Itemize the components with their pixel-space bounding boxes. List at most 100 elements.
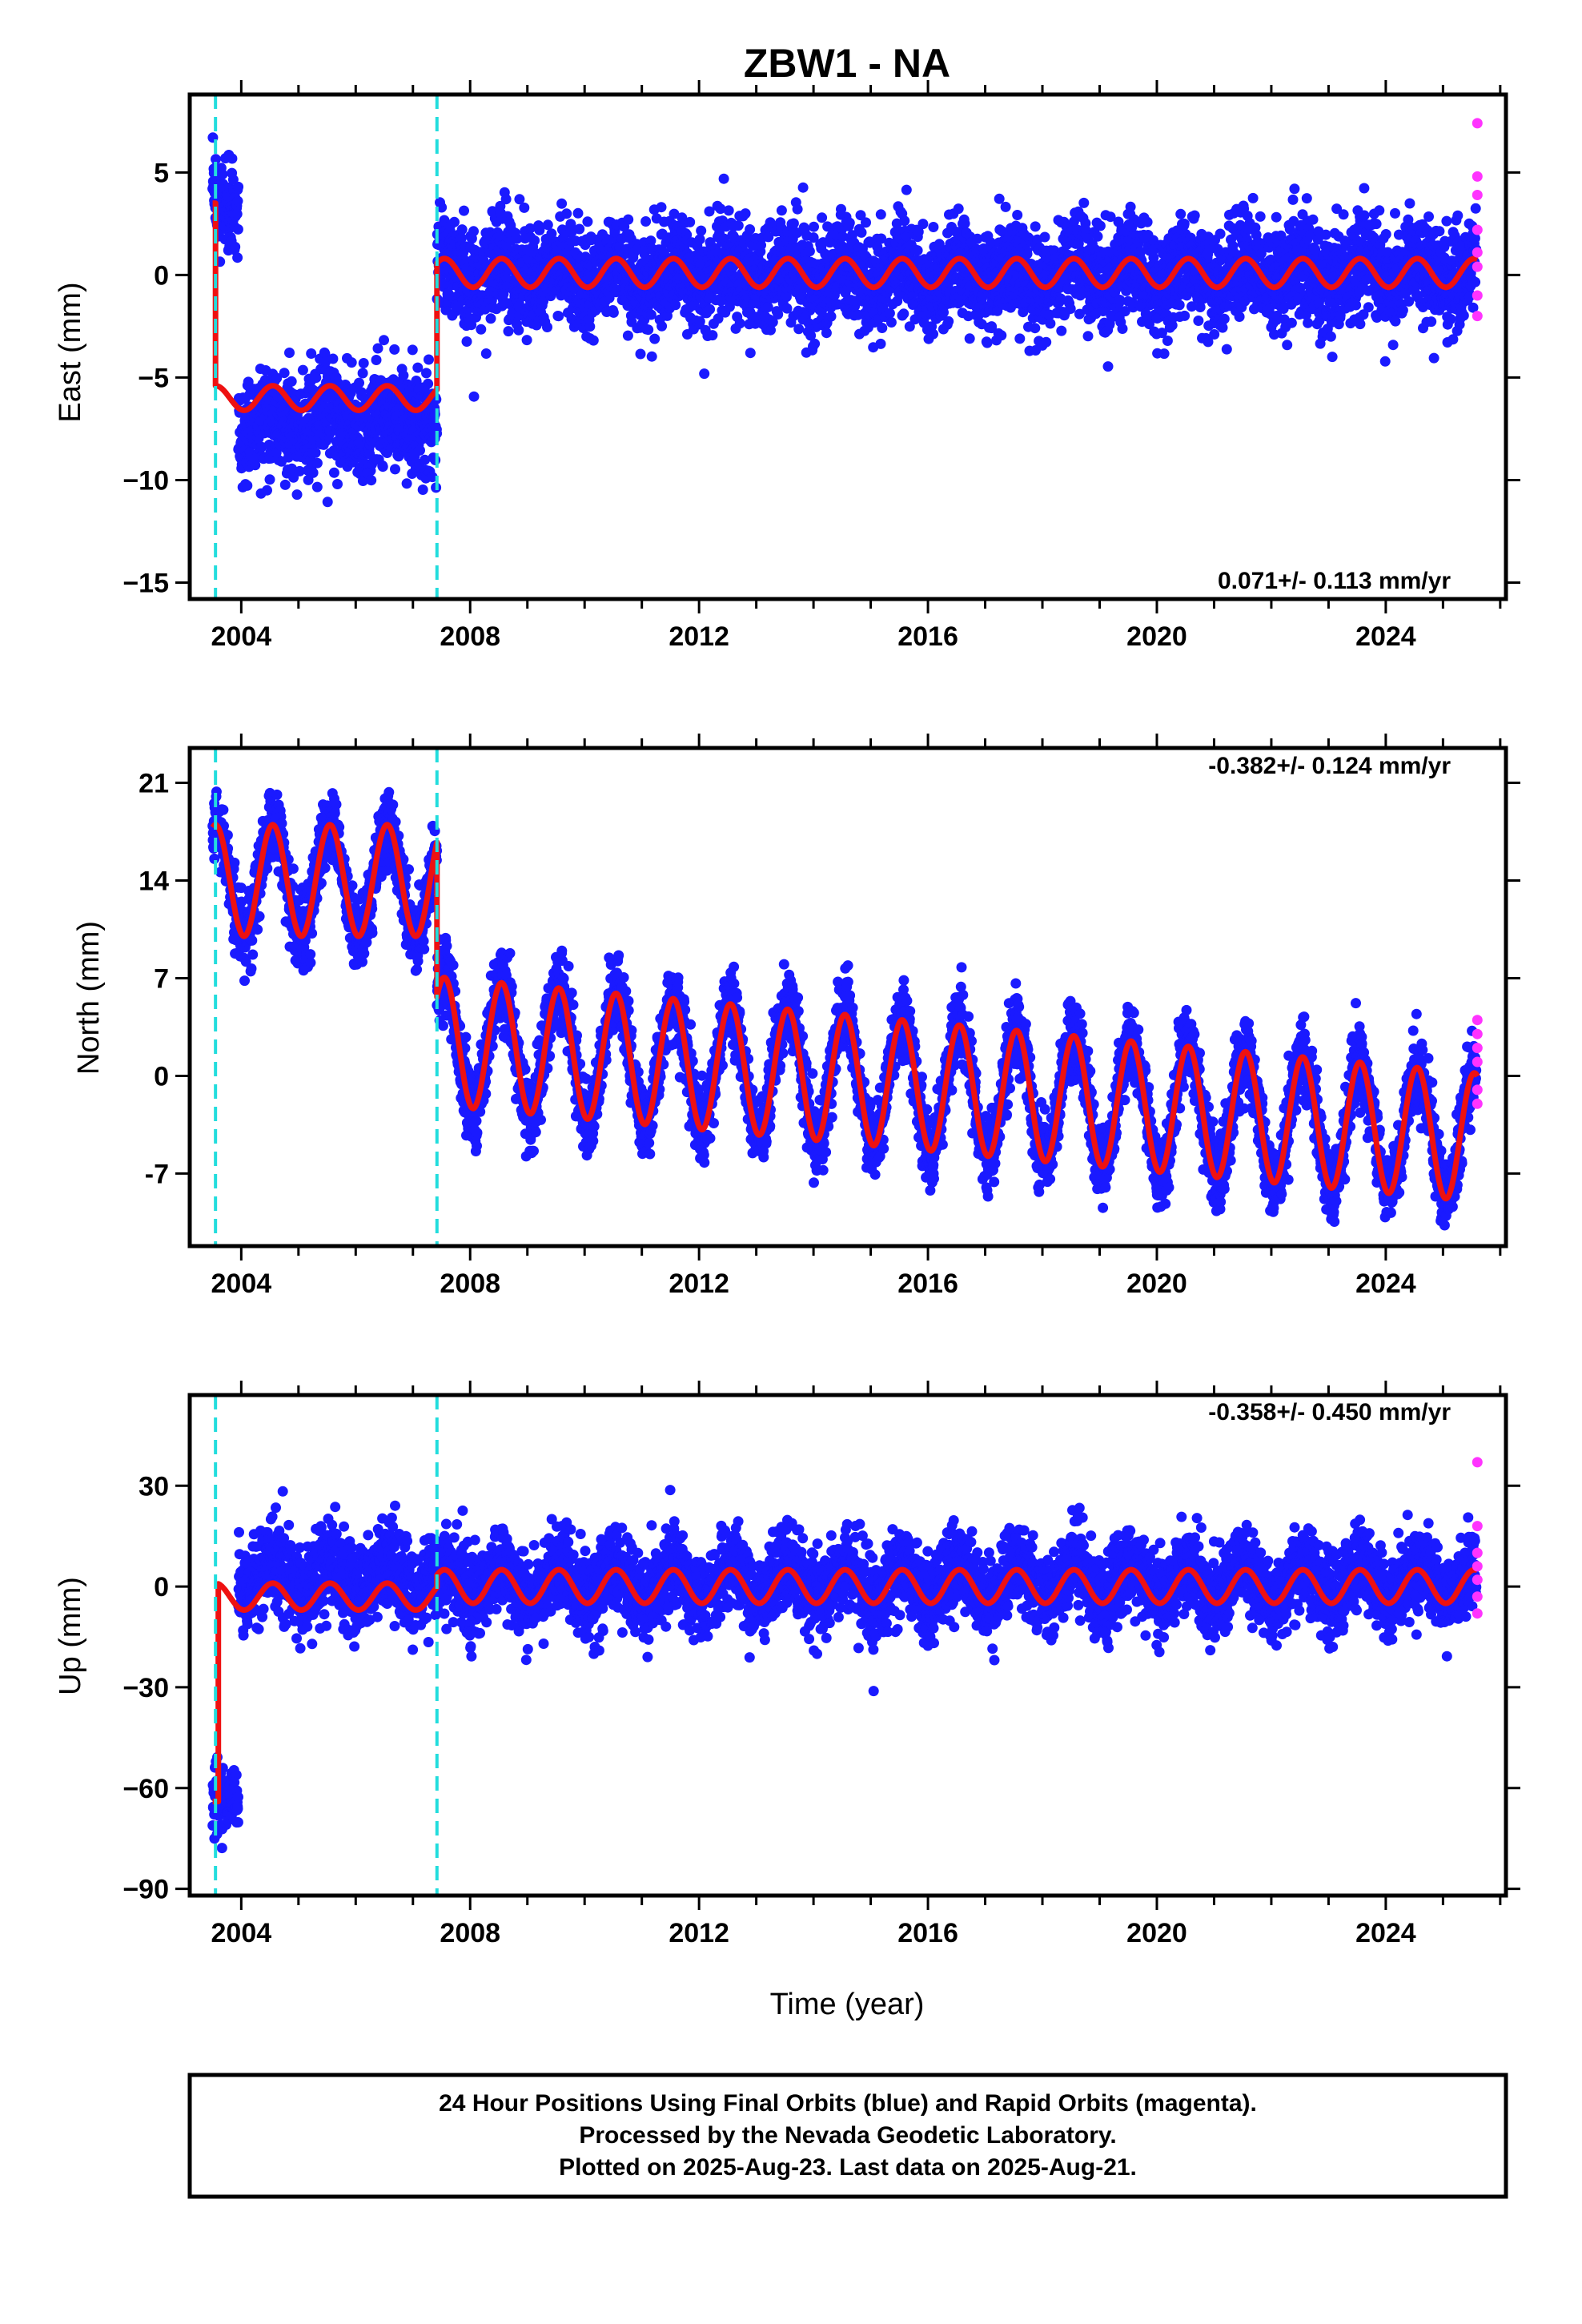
east-point [809,338,821,349]
east-point [898,308,909,320]
east-point [699,368,710,380]
east-point [574,223,585,235]
east-point [1221,344,1232,355]
east-point [1289,183,1300,195]
east-point [498,288,509,300]
east-point [332,479,343,489]
east-point [279,368,290,379]
east-point [513,324,524,336]
east-point [420,454,431,465]
east-point [284,348,295,358]
east-point [1092,231,1103,242]
east-point [358,358,369,368]
east-point [1174,300,1185,311]
east-point [588,335,599,346]
east-point [407,344,418,356]
east-point [1030,221,1041,232]
east-point [1179,310,1191,321]
east-point [877,323,888,333]
east-point [1125,201,1136,212]
east-point [745,348,756,359]
east-point [283,452,294,463]
east-point [964,333,975,344]
east-point [307,467,319,478]
east-point [512,233,523,244]
east-point [1193,316,1204,326]
east-point [899,215,910,227]
east-point [232,252,243,263]
east-point [1162,336,1173,346]
east-point [466,320,477,331]
east-point [1303,317,1314,328]
east-point [875,338,886,349]
east-point [468,226,479,237]
east-point [1094,220,1106,231]
east-point [311,481,323,493]
east-point [372,343,383,354]
east-point [582,216,593,227]
east-point [542,322,552,332]
east-point [287,463,297,474]
east-point [584,321,596,332]
east-point [1234,312,1245,322]
east-point [294,465,305,476]
east-point [459,205,469,216]
east-point [622,330,633,341]
east-point [912,245,923,256]
east-point [519,202,530,213]
east-point [357,368,368,379]
east-point [804,246,815,257]
east-point [640,216,652,227]
east-point [982,337,993,348]
east-point [430,455,441,465]
east-point [327,353,339,364]
east-point [366,475,377,486]
east-point [1247,192,1259,203]
east-point [217,169,228,180]
east-point [928,328,938,340]
east-point [417,485,428,495]
east-point [1217,322,1228,333]
east-point [1117,324,1128,334]
east-point [1282,340,1293,351]
east-point [401,478,412,489]
east-point [572,207,584,219]
east-point [1287,194,1299,205]
east-point [476,324,487,335]
east-point [357,476,368,486]
east-point [538,296,548,307]
east-point [286,376,297,387]
east-point [291,489,303,501]
east-point [227,174,239,185]
east-point [792,203,803,215]
east-point [227,153,238,164]
east-point [718,173,729,184]
east-point [389,344,400,355]
east-point [875,209,886,220]
east-point [797,182,809,193]
east-point [297,364,308,376]
east-point [429,408,440,420]
east-point [1041,336,1052,348]
east-point [503,326,514,337]
east-point [542,219,553,231]
east-point [390,464,400,475]
east-point [379,335,389,346]
east-point [901,184,912,195]
east-point [1000,201,1011,212]
east-point [809,221,819,232]
east-point [456,232,467,243]
east-point [1301,193,1312,204]
east-point [485,313,496,324]
east-plot-area [207,94,1483,599]
east-point [705,304,716,315]
east-point [745,224,756,235]
east-point [885,317,897,328]
east-point [561,208,572,219]
east-rate-label: 0.071+/- 0.113 mm/yr [1218,568,1451,594]
east-point [953,203,964,215]
east-point [733,220,744,231]
east-point [707,330,718,341]
east-point [740,208,751,219]
